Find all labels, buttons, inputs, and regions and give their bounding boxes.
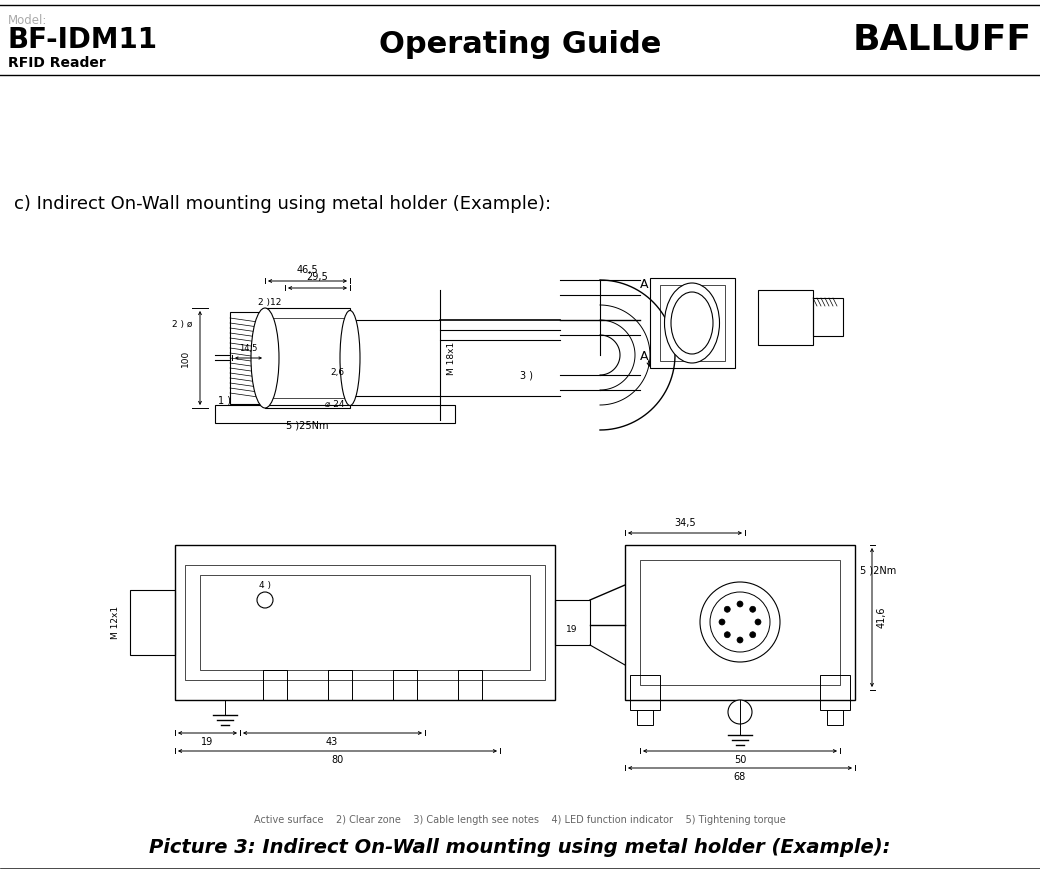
- Text: ⌀ 24: ⌀ 24: [326, 400, 344, 409]
- Circle shape: [710, 592, 770, 652]
- Text: M 18x1: M 18x1: [447, 341, 456, 375]
- Bar: [758, 290, 813, 345]
- Bar: [265, 308, 350, 408]
- Text: 3 ): 3 ): [520, 370, 534, 380]
- Text: M 12x1: M 12x1: [111, 605, 120, 638]
- Text: c) Indirect On-Wall mounting using metal holder (Example):: c) Indirect On-Wall mounting using metal…: [14, 195, 551, 213]
- Circle shape: [728, 700, 752, 724]
- Circle shape: [737, 637, 743, 643]
- Text: 100: 100: [181, 349, 190, 367]
- Text: 1 ): 1 ): [218, 395, 232, 405]
- Text: Model:: Model:: [8, 14, 48, 27]
- Text: A: A: [640, 349, 648, 362]
- Text: 14,5: 14,5: [239, 344, 257, 353]
- Bar: [813, 298, 843, 336]
- Bar: [130, 590, 175, 655]
- Bar: [636, 710, 653, 725]
- Bar: [265, 318, 350, 398]
- Text: 5 )2Nm: 5 )2Nm: [860, 565, 896, 575]
- Circle shape: [737, 601, 743, 607]
- Bar: [630, 675, 660, 710]
- Text: BALLUFF: BALLUFF: [853, 22, 1032, 56]
- Bar: [660, 285, 725, 361]
- Bar: [175, 545, 555, 700]
- Text: 34,5: 34,5: [674, 518, 696, 528]
- Text: BF-IDM11: BF-IDM11: [8, 26, 158, 54]
- Bar: [185, 565, 545, 680]
- Bar: [393, 670, 417, 700]
- Text: 29,5: 29,5: [306, 272, 328, 282]
- Text: 2 )12: 2 )12: [258, 298, 282, 307]
- Bar: [827, 710, 843, 725]
- Circle shape: [719, 619, 725, 625]
- Bar: [458, 670, 482, 700]
- Circle shape: [750, 606, 756, 612]
- Text: A cut label: A cut label: [773, 268, 817, 277]
- Ellipse shape: [251, 308, 279, 408]
- Circle shape: [700, 582, 780, 662]
- Bar: [640, 560, 840, 685]
- Text: 2,6: 2,6: [330, 368, 344, 377]
- Circle shape: [257, 592, 272, 608]
- Text: 43: 43: [326, 737, 338, 747]
- Text: 41,6: 41,6: [877, 606, 887, 628]
- Text: A: A: [640, 278, 648, 291]
- Text: 80: 80: [331, 755, 343, 765]
- Ellipse shape: [665, 283, 720, 363]
- Text: 19: 19: [566, 625, 578, 634]
- Ellipse shape: [340, 310, 360, 406]
- Text: 4 ): 4 ): [259, 581, 271, 590]
- Bar: [820, 675, 850, 710]
- Bar: [230, 312, 265, 404]
- Text: 46,5: 46,5: [296, 265, 318, 275]
- Text: Operating Guide: Operating Guide: [379, 30, 661, 59]
- Bar: [650, 278, 735, 368]
- Circle shape: [724, 606, 730, 612]
- Ellipse shape: [671, 292, 713, 354]
- Circle shape: [724, 631, 730, 638]
- Text: Picture 3: Indirect On-Wall mounting using metal holder (Example):: Picture 3: Indirect On-Wall mounting usi…: [150, 838, 890, 857]
- Bar: [625, 545, 855, 700]
- Circle shape: [750, 631, 756, 638]
- Text: 2 ) ø: 2 ) ø: [172, 320, 192, 329]
- Text: RFID Reader: RFID Reader: [8, 56, 106, 70]
- Bar: [200, 575, 530, 670]
- Bar: [555, 600, 590, 645]
- Bar: [263, 670, 287, 700]
- Text: 50: 50: [734, 755, 746, 765]
- Text: 68: 68: [734, 772, 746, 782]
- Bar: [215, 405, 456, 423]
- Circle shape: [755, 619, 761, 625]
- Text: 5 )25Nm: 5 )25Nm: [286, 420, 329, 430]
- Text: 19: 19: [201, 737, 213, 747]
- Bar: [328, 670, 352, 700]
- Text: Active surface    2) Clear zone    3) Cable length see notes    4) LED function : Active surface 2) Clear zone 3) Cable le…: [254, 815, 786, 825]
